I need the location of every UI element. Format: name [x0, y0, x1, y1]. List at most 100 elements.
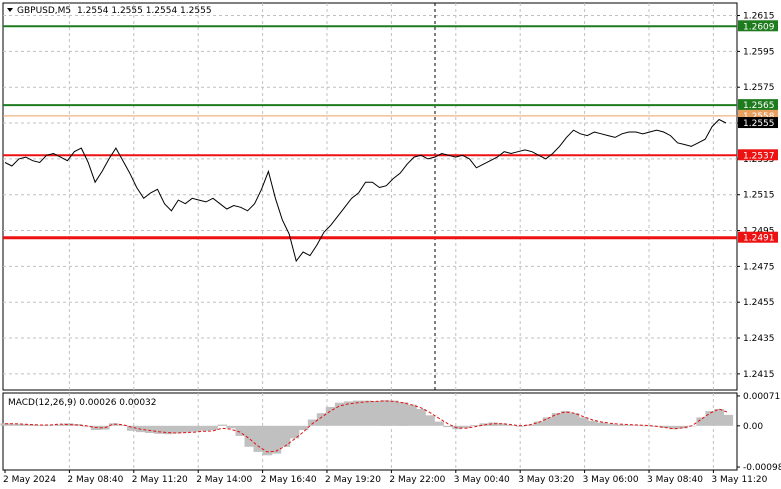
time-axis: 2 May 2024 2 May 08:40 2 May 11:20 2 May 14…: [3, 470, 768, 485]
macd-bar: [488, 422, 499, 426]
macd-bar: [470, 425, 480, 426]
level-tag-label: 1.2491: [743, 234, 775, 244]
macd-bar: [226, 425, 236, 429]
price-plot-area: [2, 2, 738, 391]
level-tag-label: 1.2609: [743, 22, 775, 32]
macd-bar: [253, 425, 264, 452]
macd-bar: [669, 425, 679, 430]
price-tick-label: 1.2415: [743, 370, 775, 380]
macd-bar: [461, 425, 471, 428]
macd-bar: [633, 425, 643, 426]
time-tick-label: 3 May 03:20: [518, 475, 574, 485]
macd-title: MACD(12,26,9) 0.00026 0.00032: [8, 398, 157, 408]
price-tick-label: 1.2595: [743, 47, 775, 57]
time-tick-label: 2 May 16:40: [261, 475, 317, 485]
macd-bar: [642, 425, 652, 427]
macd-bar: [118, 425, 128, 426]
macd-bar: [9, 424, 20, 426]
macd-bar: [624, 425, 634, 426]
macd-bar: [108, 423, 119, 426]
macd-bar: [190, 425, 200, 432]
macd-bar: [560, 411, 571, 426]
macd-bar: [334, 402, 345, 426]
bid-tag-label: 1.2555: [743, 119, 775, 129]
macd-bar: [696, 417, 706, 426]
macd-signal-line: [5, 400, 729, 453]
macd-bar: [678, 425, 688, 429]
price-axis: 1.26151.25951.25751.25551.25351.25151.24…: [737, 12, 775, 380]
macd-bar: [45, 425, 56, 426]
time-tick-label: 2 May 2024: [3, 475, 56, 485]
macd-bar: [325, 406, 336, 426]
level-tag-bg: [738, 231, 778, 243]
macd-bar: [497, 423, 508, 426]
price-tick-label: 1.2615: [743, 12, 775, 22]
price-series-line: [4, 118, 727, 263]
macd-bar: [172, 425, 182, 434]
macd-tick-label: 0.00071: [743, 392, 780, 402]
price-tick-label: 1.2475: [743, 262, 775, 272]
macd-bar: [63, 423, 74, 426]
ask-tag-bg: [738, 109, 778, 121]
macd-bar: [298, 425, 309, 430]
macd-bar: [271, 425, 282, 454]
macd-bar: [127, 425, 137, 431]
macd-bar: [371, 401, 381, 426]
price-tick-label: 1.2455: [743, 298, 775, 308]
macd-bar: [542, 417, 553, 426]
macd-bar: [217, 424, 227, 426]
price-tick-label: 1.2515: [743, 191, 775, 201]
macd-bar: [705, 411, 715, 426]
price-tick-label: 1.2435: [743, 334, 775, 344]
symbol-label: GBPUSD,M5: [17, 6, 71, 16]
macd-bar: [27, 424, 38, 426]
macd-bar: [551, 413, 562, 426]
ohlc-values: 1.2554 1.2555 1.2554 1.2555: [77, 6, 212, 16]
level-tag-bg: [738, 99, 778, 111]
macd-bar: [262, 425, 273, 456]
macd-bar: [54, 424, 65, 426]
macd-bar: [660, 425, 670, 428]
macd-bar: [145, 425, 155, 433]
price-tick-label: 1.2495: [743, 227, 775, 237]
macd-axis: 0.00071 0.00 -0.00098: [737, 392, 781, 473]
macd-bar: [289, 425, 300, 439]
macd-bar: [714, 409, 724, 426]
time-tick-label: 3 May 06:00: [583, 475, 639, 485]
macd-bar: [307, 419, 318, 426]
level-tag-label: 1.2537: [743, 151, 775, 161]
time-tick-label: 3 May 11:20: [711, 475, 767, 485]
bid-tag-bg: [738, 117, 778, 129]
macd-bar: [154, 425, 164, 434]
macd-bar: [443, 425, 453, 428]
macd-bar: [316, 413, 327, 426]
macd-bar: [569, 413, 580, 426]
macd-bar: [181, 425, 191, 433]
macd-bar: [352, 400, 363, 426]
macd-bar: [506, 425, 517, 426]
symbol-info: GBPUSD,M5 1.2554 1.2555 1.2554 1.2555: [7, 6, 212, 16]
macd-bar: [0, 423, 11, 426]
macd-bar: [398, 402, 408, 426]
macd-bar: [533, 421, 544, 426]
macd-bar: [723, 414, 734, 426]
time-tick-label: 2 May 08:40: [67, 475, 123, 485]
collapse-triangle-icon[interactable]: [7, 8, 13, 12]
macd-bar: [389, 400, 399, 426]
time-tick-label: 2 May 14:00: [196, 475, 252, 485]
macd-bar: [578, 417, 589, 426]
macd-bar: [587, 420, 598, 426]
time-tick-label: 2 May 22:00: [389, 475, 445, 485]
macd-bar: [434, 421, 444, 426]
macd-tick-label: -0.00098: [743, 463, 781, 473]
macd-bar: [362, 400, 372, 426]
price-panel: 1.26151.25951.25751.25551.25351.25151.24…: [2, 2, 778, 470]
ask-tag-label: 1.2558: [743, 112, 775, 122]
time-tick-label: 3 May 08:40: [647, 475, 703, 485]
price-grid: [3, 3, 737, 390]
macd-bar: [425, 415, 435, 426]
macd-bar: [380, 400, 390, 426]
level-tag-label: 1.2565: [743, 101, 775, 111]
